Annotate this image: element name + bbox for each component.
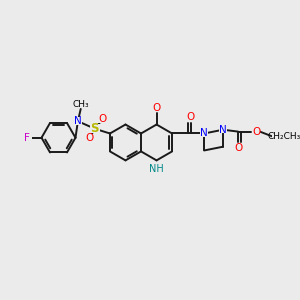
Bar bbox=[22, 134, 32, 142]
Text: O: O bbox=[98, 114, 106, 124]
Bar bbox=[85, 134, 94, 142]
Text: NH: NH bbox=[149, 164, 164, 174]
Bar bbox=[252, 128, 260, 135]
Bar bbox=[74, 117, 82, 125]
Text: O: O bbox=[152, 103, 161, 113]
Bar bbox=[90, 124, 100, 134]
Bar bbox=[152, 105, 161, 112]
Bar bbox=[187, 114, 195, 121]
Bar bbox=[76, 100, 86, 108]
Text: N: N bbox=[200, 128, 208, 139]
Text: CH₃: CH₃ bbox=[72, 100, 89, 109]
Text: O: O bbox=[234, 142, 242, 153]
Text: N: N bbox=[219, 125, 227, 135]
Bar bbox=[272, 133, 297, 140]
Bar bbox=[200, 130, 208, 137]
Bar bbox=[219, 126, 227, 134]
Text: N: N bbox=[74, 116, 82, 126]
Text: F: F bbox=[24, 133, 30, 143]
Text: O: O bbox=[85, 133, 93, 143]
Bar bbox=[150, 165, 163, 173]
Bar bbox=[234, 144, 242, 152]
Text: CH₂CH₃: CH₂CH₃ bbox=[268, 132, 300, 141]
Text: O: O bbox=[252, 127, 260, 136]
Text: O: O bbox=[187, 112, 195, 122]
Bar bbox=[98, 116, 107, 123]
Text: S: S bbox=[91, 122, 99, 135]
